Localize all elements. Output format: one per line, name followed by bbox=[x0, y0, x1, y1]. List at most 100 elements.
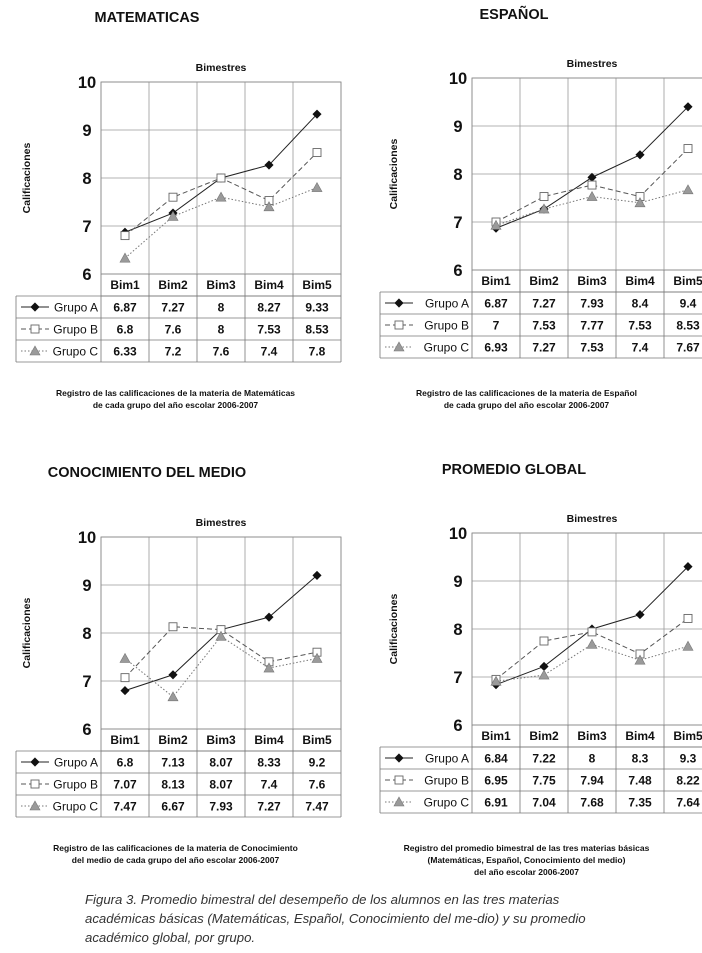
data-point bbox=[168, 622, 178, 632]
legend-marker bbox=[30, 302, 40, 312]
data-point bbox=[490, 675, 502, 686]
series-line bbox=[495, 189, 689, 226]
data-label: 9.3 bbox=[680, 752, 697, 766]
data-label: 7.8 bbox=[309, 345, 326, 359]
chart-caption: Registro de las calificaciones de la mat… bbox=[55, 388, 296, 410]
x-tick-label: Bim1 bbox=[481, 274, 511, 288]
legend-label: Grupo C bbox=[424, 796, 470, 810]
data-point bbox=[539, 192, 549, 202]
data-label: 7.93 bbox=[580, 297, 604, 311]
data-point bbox=[168, 192, 178, 202]
chart-matematicas: MATEMATICAS Bimestres Calificaciones 6 7 8 9 10… bbox=[15, 10, 342, 363]
data-label: 8.22 bbox=[676, 774, 700, 788]
data-point bbox=[587, 180, 597, 190]
data-label: 7.67 bbox=[676, 341, 700, 355]
data-point bbox=[539, 636, 549, 646]
y-tick-label: 6 bbox=[82, 721, 91, 739]
y-tick-label: 8 bbox=[82, 625, 91, 643]
x-tick-label: Bim3 bbox=[577, 729, 607, 743]
chart-panel-promedio-global: PROMEDIO GLOBAL Bimestres Calificaciones 6 7… bbox=[351, 455, 702, 915]
x-tick-label: Bim1 bbox=[110, 278, 140, 292]
data-label: 7.2 bbox=[165, 345, 182, 359]
legend-marker bbox=[30, 779, 40, 789]
data-label: 7.53 bbox=[532, 319, 556, 333]
y-axis-title: Calificaciones bbox=[21, 598, 33, 669]
data-point bbox=[168, 670, 178, 680]
data-point bbox=[167, 210, 179, 221]
data-label: 7.48 bbox=[628, 774, 652, 788]
data-label: 7.6 bbox=[165, 323, 182, 337]
data-point bbox=[312, 109, 322, 119]
y-tick-label: 6 bbox=[453, 717, 462, 735]
y-tick-label: 10 bbox=[78, 74, 96, 92]
legend-label: Grupo B bbox=[53, 323, 98, 337]
data-label: 7.75 bbox=[532, 774, 556, 788]
legend-marker bbox=[394, 298, 404, 308]
data-point bbox=[263, 662, 275, 673]
chart-caption: Registro del promedio bimestral de las t… bbox=[403, 843, 650, 877]
data-label: 8.27 bbox=[257, 301, 281, 315]
chart-title: ESPAÑOL bbox=[479, 5, 548, 23]
data-point bbox=[634, 197, 646, 208]
data-label: 6.33 bbox=[113, 345, 137, 359]
chart-promedio-global: PROMEDIO GLOBAL Bimestres Calificaciones 6 7… bbox=[379, 462, 702, 814]
data-label: 8.53 bbox=[305, 323, 329, 337]
data-point bbox=[119, 252, 131, 263]
data-label: 7.13 bbox=[161, 756, 185, 770]
data-label: 7.6 bbox=[309, 778, 326, 792]
data-label: 7 bbox=[493, 319, 500, 333]
chart-panel-conocimiento-del-medio: CONOCIMIENTO DEL MEDIO Bimestres Calificac… bbox=[0, 455, 351, 915]
legend-label: Grupo C bbox=[53, 800, 99, 814]
data-point bbox=[683, 144, 693, 154]
x-tick-label: Bim2 bbox=[158, 733, 188, 747]
legend-marker bbox=[394, 320, 404, 330]
legend-marker bbox=[29, 345, 41, 356]
y-tick-label: 7 bbox=[82, 673, 91, 691]
series-line bbox=[124, 626, 318, 678]
data-label: 7.27 bbox=[161, 301, 185, 315]
data-label: 7.47 bbox=[305, 800, 329, 814]
legend-marker bbox=[394, 775, 404, 785]
data-point bbox=[167, 691, 179, 702]
data-point bbox=[264, 612, 274, 622]
data-label: 6.87 bbox=[484, 297, 508, 311]
legend-marker bbox=[29, 800, 41, 811]
x-axis-title: Bimestres bbox=[196, 62, 247, 74]
data-label: 8.3 bbox=[632, 752, 649, 766]
y-tick-label: 8 bbox=[453, 621, 462, 639]
data-label: 7.4 bbox=[261, 345, 278, 359]
y-tick-label: 10 bbox=[449, 525, 467, 543]
y-tick-label: 6 bbox=[82, 266, 91, 284]
figure-caption: Figura 3. Promedio bimestral del desempe… bbox=[85, 892, 586, 945]
x-tick-label: Bim5 bbox=[673, 729, 702, 743]
y-tick-label: 10 bbox=[449, 70, 467, 88]
x-tick-label: Bim3 bbox=[206, 733, 236, 747]
data-label: 6.87 bbox=[113, 301, 137, 315]
y-axis-title: Calificaciones bbox=[21, 143, 33, 214]
data-label: 7.64 bbox=[676, 796, 700, 810]
data-label: 8 bbox=[218, 323, 225, 337]
x-tick-label: Bim4 bbox=[254, 733, 284, 747]
data-label: 7.6 bbox=[213, 345, 230, 359]
data-point bbox=[263, 201, 275, 212]
data-label: 9.4 bbox=[680, 297, 697, 311]
data-label: 7.47 bbox=[113, 800, 137, 814]
data-label: 9.2 bbox=[309, 756, 326, 770]
legend-marker bbox=[393, 341, 405, 352]
chart-panel-espanol: ESPAÑOL Bimestres Calificaciones 6 7 8 9 10 Bim1… bbox=[351, 0, 702, 460]
data-point bbox=[587, 627, 597, 637]
plot-area bbox=[100, 81, 342, 275]
legend-label: Grupo A bbox=[54, 756, 98, 770]
y-tick-label: 8 bbox=[453, 166, 462, 184]
x-axis-title: Bimestres bbox=[567, 513, 618, 525]
data-label: 8.4 bbox=[632, 297, 649, 311]
data-label: 6.84 bbox=[484, 752, 508, 766]
plot-area bbox=[100, 536, 342, 730]
x-tick-label: Bim5 bbox=[302, 733, 332, 747]
data-point bbox=[587, 172, 597, 182]
legend-label: Grupo A bbox=[425, 297, 469, 311]
data-point bbox=[683, 613, 693, 623]
chart-espanol: ESPAÑOL Bimestres Calificaciones 6 7 8 9 10 Bim1… bbox=[379, 5, 702, 359]
legend-marker bbox=[394, 753, 404, 763]
data-point bbox=[635, 610, 645, 620]
